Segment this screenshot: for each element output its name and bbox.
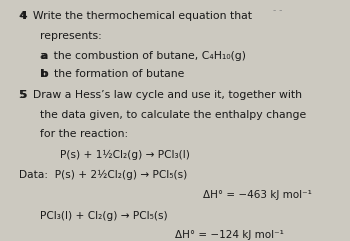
Text: 5: 5 [19,90,27,100]
Text: the data given, to calculate the enthalpy change: the data given, to calculate the enthalp… [40,110,307,120]
Text: P(s) + 1½Cl₂(g) → PCl₃(l): P(s) + 1½Cl₂(g) → PCl₃(l) [60,149,189,160]
Text: ΔH° = −463 kJ mol⁻¹: ΔH° = −463 kJ mol⁻¹ [203,190,312,200]
Text: b  the formation of butane: b the formation of butane [40,69,185,79]
Text: 5  Draw a Hess’s law cycle and use it, together with: 5 Draw a Hess’s law cycle and use it, to… [19,90,302,100]
Text: for the reaction:: for the reaction: [40,129,128,139]
Text: PCl₃(l) + Cl₂(g) → PCl₅(s): PCl₃(l) + Cl₂(g) → PCl₅(s) [40,211,168,221]
Text: a: a [40,51,48,60]
Text: 4  Write the thermochemical equation that: 4 Write the thermochemical equation that [19,11,252,21]
Text: 4: 4 [19,11,27,21]
Text: b: b [40,69,48,79]
Text: represents:: represents: [40,31,102,41]
Text: a  the combustion of butane, C₄H₁₀(g): a the combustion of butane, C₄H₁₀(g) [40,51,246,60]
Text: ΔH° = −124 kJ mol⁻¹: ΔH° = −124 kJ mol⁻¹ [175,230,284,240]
Text: - -: - - [273,6,282,15]
Text: Data:  P(s) + 2½Cl₂(g) → PCl₅(s): Data: P(s) + 2½Cl₂(g) → PCl₅(s) [19,170,188,180]
